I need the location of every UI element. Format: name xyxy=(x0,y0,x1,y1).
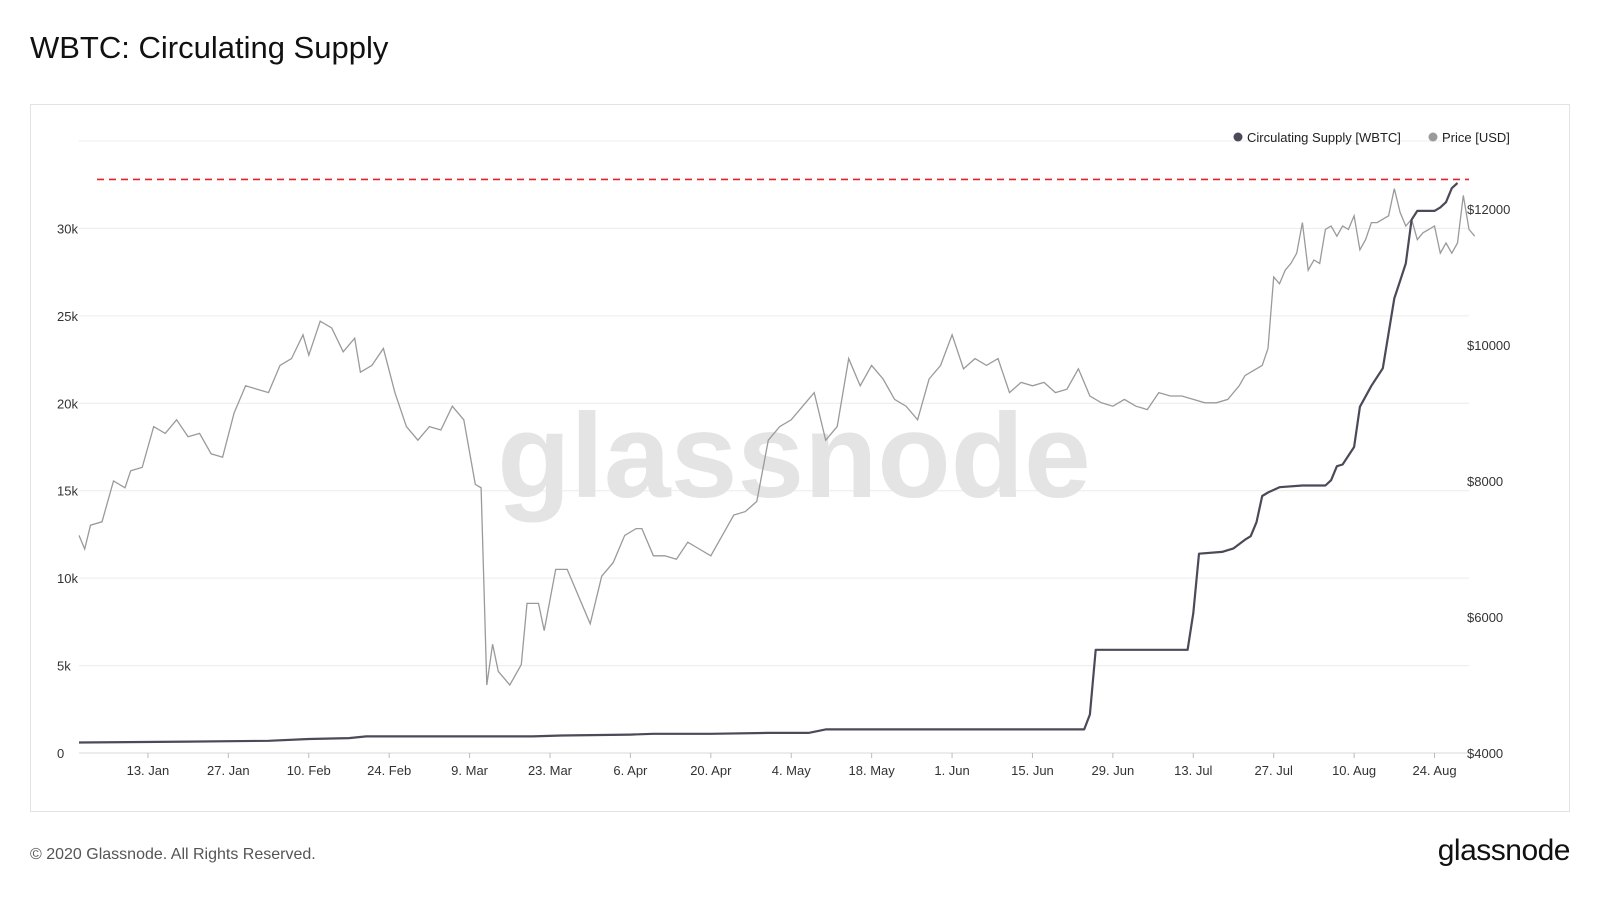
y-right-tick-label: $10000 xyxy=(1467,338,1510,353)
x-axis: 13. Jan 27. Jan 10. Feb 24. Feb 9. Mar 23. Ma… xyxy=(127,753,1457,778)
chart-panel: glassnode 0 5k 10k 15k 20k 25k 30k $4000 $6000 $… xyxy=(30,104,1570,812)
y-left-tick-label: 30k xyxy=(57,221,78,236)
watermark-text: glassnode xyxy=(497,389,1091,523)
legend-marker xyxy=(1428,132,1438,142)
x-tick-label: 13. Jul xyxy=(1174,763,1212,778)
legend[interactable]: Circulating Supply [WBTC] Price [USD] xyxy=(1233,130,1510,145)
series-line-circulating-supply xyxy=(78,182,1459,744)
y-left-tick-label: 10k xyxy=(57,571,78,586)
y-left-tick-label: 5k xyxy=(57,659,71,674)
x-tick-label: 24. Feb xyxy=(367,763,411,778)
x-tick-label: 20. Apr xyxy=(690,763,732,778)
y-right-tick-label: $4000 xyxy=(1467,746,1503,761)
y-axis-left: 0 5k 10k 15k 20k 25k 30k xyxy=(57,221,78,761)
legend-marker xyxy=(1233,132,1243,142)
x-tick-label: 1. Jun xyxy=(934,763,969,778)
y-right-tick-label: $8000 xyxy=(1467,474,1503,489)
x-tick-label: 18. May xyxy=(849,763,896,778)
x-tick-label: 13. Jan xyxy=(127,763,170,778)
legend-item[interactable]: Circulating Supply [WBTC] xyxy=(1233,130,1401,145)
x-tick-label: 29. Jun xyxy=(1092,763,1135,778)
series-layer xyxy=(78,182,1476,744)
x-tick-label: 4. May xyxy=(772,763,812,778)
y-left-tick-label: 20k xyxy=(57,396,78,411)
legend-label: Circulating Supply [WBTC] xyxy=(1247,130,1401,145)
x-tick-label: 27. Jan xyxy=(207,763,250,778)
x-tick-label: 23. Mar xyxy=(528,763,573,778)
y-left-tick-label: 25k xyxy=(57,309,78,324)
grid-lines xyxy=(79,140,1469,754)
x-tick-label: 10. Feb xyxy=(287,763,331,778)
x-tick-label: 6. Apr xyxy=(613,763,648,778)
y-axis-right: $4000 $6000 $8000 $10000 $12000 xyxy=(1467,202,1510,761)
legend-item[interactable]: Price [USD] xyxy=(1428,130,1510,145)
y-right-tick-label: $6000 xyxy=(1467,610,1503,625)
y-left-tick-label: 0 xyxy=(57,746,64,761)
legend-label: Price [USD] xyxy=(1442,130,1510,145)
x-tick-label: 10. Aug xyxy=(1332,763,1376,778)
x-tick-label: 24. Aug xyxy=(1412,763,1456,778)
x-tick-label: 15. Jun xyxy=(1011,763,1054,778)
y-right-tick-label: $12000 xyxy=(1467,202,1510,217)
y-left-tick-label: 15k xyxy=(57,484,78,499)
brand-logo[interactable]: glassnode xyxy=(1437,834,1571,867)
x-tick-label: 27. Jul xyxy=(1255,763,1293,778)
x-tick-label: 9. Mar xyxy=(451,763,489,778)
copyright-footer: © 2020 Glassnode. All Rights Reserved. xyxy=(30,846,316,863)
chart-title: WBTC: Circulating Supply xyxy=(30,30,389,65)
series-line-price-usd xyxy=(78,188,1476,687)
